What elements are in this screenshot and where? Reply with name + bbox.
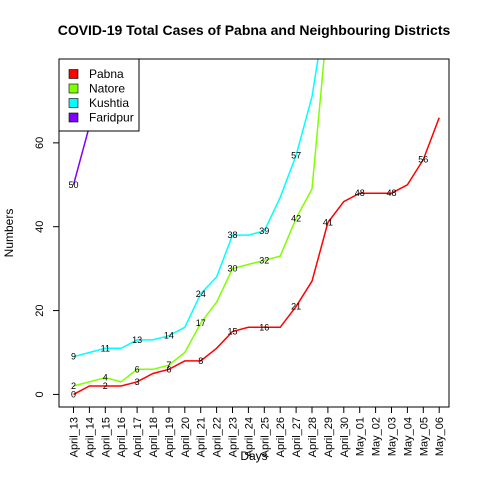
data-label: 24 — [196, 289, 206, 299]
legend-swatch — [68, 83, 79, 94]
x-tick-label: May_06 — [434, 417, 446, 456]
x-tick-label: May_04 — [402, 417, 414, 456]
data-label: 17 — [196, 318, 206, 328]
y-tick-label: 60 — [34, 137, 46, 149]
data-label: 41 — [323, 218, 333, 228]
x-tick-label: April_26 — [275, 417, 287, 457]
x-tick-label: April_14 — [84, 417, 96, 457]
x-tick-label: April_17 — [132, 417, 144, 457]
x-tick-label: April_18 — [148, 417, 160, 457]
data-label: 50 — [68, 180, 78, 190]
x-tick-label: April_25 — [259, 417, 271, 457]
x-tick-label: May_02 — [371, 417, 383, 456]
legend-entry: Pabna — [89, 67, 124, 81]
x-tick-label: April_29 — [323, 417, 335, 457]
series-line-pabna — [73, 117, 440, 396]
data-label: 16 — [259, 322, 269, 332]
data-label: 38 — [227, 230, 237, 240]
series-line-natore — [73, 59, 325, 387]
x-tick-label: May_03 — [387, 417, 399, 456]
data-label: 0 — [71, 389, 76, 399]
x-tick-label: April_28 — [307, 417, 319, 457]
data-label: 42 — [291, 213, 301, 223]
x-tick-label: May_05 — [418, 417, 430, 456]
chart-title: COVID-19 Total Cases of Pabna and Neighb… — [58, 22, 451, 38]
data-label: 30 — [227, 264, 237, 274]
x-tick-label: April_27 — [291, 417, 303, 457]
y-tick-label: 20 — [34, 304, 46, 316]
data-label: 6 — [135, 364, 140, 374]
x-axis-label: Days — [240, 449, 267, 463]
data-label: 4 — [103, 373, 108, 383]
data-label: 13 — [132, 335, 142, 345]
series-line-kushtia — [73, 59, 319, 358]
x-tick-label: April_20 — [180, 417, 192, 457]
x-tick-label: April_22 — [212, 417, 224, 457]
data-label: 3 — [135, 377, 140, 387]
legend-swatch — [68, 69, 79, 79]
legend-swatch — [68, 112, 79, 123]
data-label: 14 — [164, 331, 174, 341]
x-tick-label: April_15 — [100, 417, 112, 457]
y-tick-label: 40 — [34, 221, 46, 233]
y-axis-label: Numbers — [2, 209, 16, 258]
x-tick-label: April_13 — [69, 417, 81, 457]
x-tick-label: April_24 — [243, 417, 255, 457]
data-label: 6 — [166, 364, 171, 374]
y-axis: 0 20 40 60 — [34, 137, 60, 397]
data-label: 2 — [103, 381, 108, 391]
data-label: 39 — [259, 226, 269, 236]
x-tick-label: May_01 — [355, 417, 367, 456]
data-label: 48 — [355, 188, 365, 198]
y-tick-label: 0 — [34, 391, 46, 397]
data-label: 56 — [418, 155, 428, 165]
legend-entry: Faridpur — [89, 111, 134, 125]
x-tick-label: April_19 — [164, 417, 176, 457]
data-label: 32 — [259, 255, 269, 265]
x-tick-label: April_21 — [196, 417, 208, 457]
legend-entry: Kushtia — [89, 96, 129, 110]
legend-swatch — [68, 98, 79, 108]
data-label: 11 — [101, 343, 110, 353]
x-tick-label: April_16 — [116, 417, 128, 457]
data-label: 57 — [291, 150, 301, 160]
data-label: 9 — [71, 352, 76, 362]
data-label: 8 — [198, 356, 203, 366]
legend-entry: Natore — [89, 82, 125, 96]
x-axis: April_13 April_14 April_15 April_16 April_17… — [69, 406, 446, 457]
x-tick-label: April_23 — [228, 417, 240, 457]
data-label: 48 — [386, 188, 396, 198]
data-label: 2 — [71, 381, 76, 391]
data-label: 21 — [291, 301, 301, 311]
plot-area — [72, 59, 440, 396]
data-label: 15 — [227, 327, 237, 337]
x-tick-label: April_30 — [339, 417, 351, 457]
data-label: 7 — [166, 360, 171, 370]
